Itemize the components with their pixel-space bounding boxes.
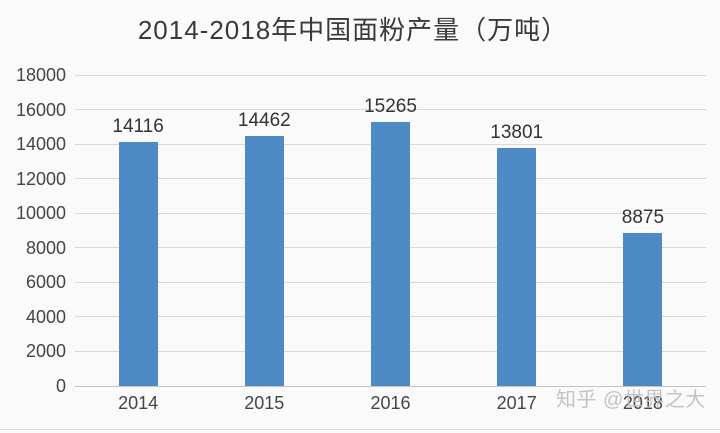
x-axis-line bbox=[75, 385, 706, 387]
bar-2017 bbox=[497, 147, 537, 386]
bar-2016 bbox=[371, 122, 410, 386]
y-axis-tick-label-18000: 18000 bbox=[15, 65, 66, 85]
x-axis-label-2015: 2015 bbox=[244, 393, 285, 413]
x-axis-label-2016: 2016 bbox=[370, 393, 411, 413]
x-axis-label-2018: 2018 bbox=[622, 393, 663, 413]
bar-2018 bbox=[623, 232, 663, 386]
plot-area bbox=[75, 74, 706, 387]
gridline-16000 bbox=[75, 109, 706, 111]
y-axis-tick-label-6000: 6000 bbox=[25, 272, 66, 293]
y-axis-tick-label-14000: 14000 bbox=[15, 134, 66, 155]
bar-2014 bbox=[118, 142, 158, 386]
y-axis-tick-label-10000: 10000 bbox=[15, 203, 66, 224]
bar-value-label-2018: 8875 bbox=[621, 206, 665, 228]
chart-title: 2014-2018年中国面粉产量（万吨） bbox=[137, 15, 569, 45]
bar-value-label-2017: 13801 bbox=[490, 121, 544, 143]
y-axis-tick-label-16000: 16000 bbox=[15, 99, 66, 120]
bar-value-label-2015: 14462 bbox=[237, 110, 291, 132]
y-axis-tick-label-4000: 4000 bbox=[25, 306, 66, 327]
bar-2015 bbox=[244, 136, 284, 386]
y-axis-tick-label-0: 0 bbox=[55, 376, 66, 396]
x-axis-label-2017: 2017 bbox=[496, 393, 537, 413]
gridline-18000 bbox=[75, 74, 706, 76]
watermark-zhihu: 知乎 @世界之大 bbox=[556, 389, 706, 411]
y-axis-tick-label-8000: 8000 bbox=[25, 237, 66, 258]
y-axis-tick-label-12000: 12000 bbox=[15, 168, 66, 189]
bar-value-label-2014: 14116 bbox=[112, 116, 164, 138]
bottom-divider-line bbox=[0, 429, 720, 430]
x-axis-label-2014: 2014 bbox=[118, 393, 159, 413]
bar-value-label-2016: 15265 bbox=[364, 96, 417, 118]
y-axis-tick-label-2000: 2000 bbox=[25, 341, 66, 362]
